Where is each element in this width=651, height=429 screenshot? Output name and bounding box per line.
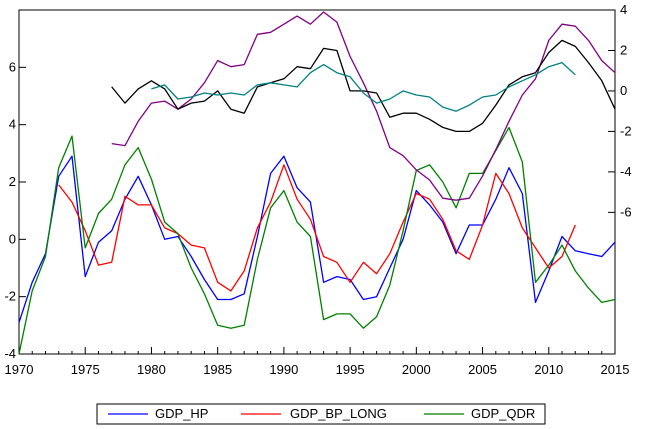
right-axis-tick-label: -2 — [620, 123, 632, 138]
left-axis-tick-label: 4 — [9, 117, 16, 132]
x-axis-tick-label: 1990 — [269, 362, 298, 377]
left-axis: -4 -2 0 2 4 6 — [4, 59, 26, 361]
x-axis: 1970 1975 1980 1985 1990 1995 2000 2005 2010 2015 — [5, 347, 630, 377]
x-axis-tick-label: 1980 — [137, 362, 166, 377]
x-axis-tick-label: 1970 — [5, 362, 34, 377]
right-axis-tick-label: 0 — [620, 83, 627, 98]
series-line-gdp-qdr — [18, 126, 616, 355]
x-axis-tick-label: 1975 — [71, 362, 100, 377]
right-axis-tick-label: -6 — [620, 204, 632, 219]
left-axis-tick-label: -2 — [4, 289, 16, 304]
left-axis-tick-label: 0 — [9, 231, 16, 246]
x-axis-tick-label: 1985 — [203, 362, 232, 377]
x-axis-tick-label: 2010 — [534, 362, 563, 377]
legend-label-gdp-hp: GDP_HP — [155, 406, 208, 421]
plot-frame — [18, 9, 616, 355]
series-lines — [18, 11, 616, 355]
legend-label-gdp-qdr: GDP_QDR — [471, 406, 535, 421]
right-axis: 4 2 0 -2 -4 -6 — [608, 2, 632, 219]
left-axis-tick-label: 6 — [9, 59, 16, 74]
legend-label-gdp-bp-long: GDP_BP_LONG — [290, 406, 387, 421]
left-axis-tick-label: 2 — [9, 174, 16, 189]
left-axis-tick-label: -4 — [4, 346, 16, 361]
series-line-right-series-3 — [111, 11, 616, 201]
right-axis-tick-label: 2 — [620, 42, 627, 57]
right-axis-tick-label: 4 — [620, 2, 627, 17]
x-axis-tick-label: 2015 — [601, 362, 630, 377]
series-line-right-series-4 — [111, 39, 616, 133]
x-axis-tick-label: 2005 — [468, 362, 497, 377]
series-line-gdp-hp — [18, 155, 616, 323]
x-axis-tick-label: 1995 — [336, 362, 365, 377]
series-line-right-series-5 — [151, 61, 576, 112]
right-axis-tick-label: -4 — [620, 164, 632, 179]
series-line-gdp-bp-long — [58, 164, 576, 292]
x-axis-tick-label: 2000 — [402, 362, 431, 377]
legend: GDP_HP GDP_BP_LONG GDP_QDR — [96, 403, 546, 425]
legend-box — [96, 403, 546, 425]
